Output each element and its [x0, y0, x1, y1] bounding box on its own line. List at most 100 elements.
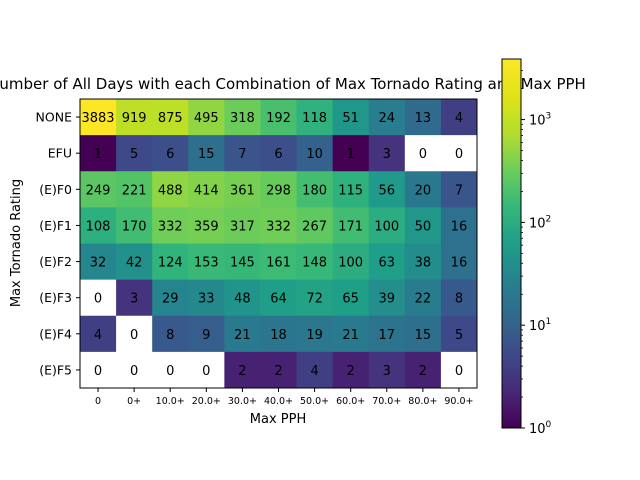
heatmap-cell — [80, 135, 117, 172]
cell-value-label: 21 — [342, 328, 359, 343]
cell-value-label: 100 — [338, 256, 363, 271]
heatmap-cell — [224, 99, 261, 136]
cell-value-label: 0 — [202, 364, 210, 379]
heatmap-cell — [368, 351, 406, 389]
cell-value-label: 2 — [347, 364, 355, 379]
x-tick-label: 0+ — [127, 396, 141, 407]
heatmap-cell — [260, 279, 298, 317]
cell-value-label: 875 — [158, 111, 183, 126]
cell-value-label: 180 — [302, 183, 327, 198]
cell-value-label: 221 — [122, 183, 147, 198]
cell-value-label: 16 — [451, 219, 468, 234]
x-tick-label: 0 — [95, 396, 101, 407]
cell-value-label: 16 — [451, 256, 468, 271]
cell-value-label: 8 — [166, 328, 174, 343]
heatmap-cell — [152, 243, 189, 281]
heatmap-cell — [404, 135, 442, 172]
heatmap-cell — [224, 135, 261, 172]
colorbar-tick-label: 101 — [529, 317, 551, 334]
heatmap-cell — [332, 207, 370, 244]
heatmap-cell — [152, 99, 189, 136]
cell-value-label: 332 — [158, 219, 183, 234]
cell-value-label: 6 — [166, 147, 174, 162]
colorbar-tick-label: 102 — [529, 214, 551, 231]
x-tick-label: 40.0+ — [264, 396, 293, 407]
cell-value-label: 414 — [194, 183, 219, 198]
cell-value-label: 0 — [94, 364, 102, 379]
cell-value-label: 42 — [126, 256, 143, 271]
colorbar — [501, 58, 522, 429]
cell-value-label: 21 — [234, 328, 251, 343]
colorbar-tick-label: 100 — [529, 420, 552, 437]
y-axis-ticks: NONE EFU (E)F0 (E)F1 (E)F2 (E)F3 (E)F4 (E)F5 — [36, 110, 80, 377]
cell-value-label: 38 — [415, 256, 432, 271]
cell-value-label: 0 — [130, 364, 138, 379]
x-tick-label: 30.0+ — [228, 396, 257, 407]
cell-value-label: 495 — [194, 111, 219, 126]
cell-value-label: 13 — [415, 111, 432, 126]
cell-value-label: 50 — [415, 219, 432, 234]
heatmap-cell — [80, 99, 117, 136]
y-tick-label: NONE — [36, 110, 73, 125]
heatmap-cell — [116, 279, 153, 317]
heatmap-cell — [296, 351, 334, 389]
heatmap-cell — [440, 315, 478, 353]
heatmap-cell — [332, 171, 370, 208]
heatmap-cell — [404, 207, 442, 244]
heatmap-cell — [188, 207, 225, 244]
cell-value-label: 0 — [166, 364, 174, 379]
heatmap-cell — [368, 279, 406, 317]
heatmap-cell — [368, 207, 406, 244]
cell-value-label: 1 — [94, 147, 102, 162]
heatmap-cell — [116, 243, 153, 281]
y-tick-label: (E)F3 — [39, 290, 72, 305]
heatmap-cell — [404, 99, 442, 136]
heatmap-cell — [260, 99, 298, 136]
heatmap-cell — [116, 315, 153, 353]
cell-value-label: 65 — [342, 292, 359, 307]
cell-value-label: 108 — [86, 219, 111, 234]
heatmap-cell — [404, 279, 442, 317]
heatmap-cell — [224, 279, 261, 317]
cell-value-label: 20 — [415, 183, 432, 198]
x-axis-label: Max PPH — [250, 412, 306, 427]
heatmap-cell — [296, 135, 334, 172]
cell-value-label: 3 — [383, 364, 391, 379]
heatmap-cell — [404, 351, 442, 389]
heatmap-cell — [188, 135, 225, 172]
cell-value-label: 118 — [302, 111, 327, 126]
cell-value-label: 488 — [158, 183, 183, 198]
heatmap-cell — [440, 171, 478, 208]
y-tick-label: (E)F2 — [39, 254, 72, 269]
cell-value-label: 318 — [230, 111, 255, 126]
cell-value-label: 100 — [374, 219, 399, 234]
cell-value-label: 22 — [415, 292, 432, 307]
heatmap-cell — [260, 351, 298, 389]
cell-value-label: 72 — [306, 292, 323, 307]
cell-value-label: 48 — [234, 292, 251, 307]
cell-value-label: 3883 — [81, 111, 114, 126]
y-axis-label: Max Tornado Rating — [9, 179, 24, 307]
x-tick-label: 20.0+ — [192, 396, 221, 407]
cell-value-label: 249 — [86, 183, 111, 198]
cell-value-label: 3 — [383, 147, 391, 162]
cell-value-label: 317 — [230, 219, 255, 234]
heatmap-cell — [368, 315, 406, 353]
heatmap-cell — [188, 351, 225, 389]
heatmap-cell — [332, 243, 370, 281]
heatmap-cell — [80, 171, 117, 208]
cell-value-label: 64 — [270, 292, 287, 307]
heatmap-cell — [116, 351, 153, 389]
heatmap-cell — [296, 315, 334, 353]
cell-value-label: 19 — [306, 328, 323, 343]
cell-value-label: 51 — [342, 111, 359, 126]
heatmap-cell — [260, 207, 298, 244]
heatmap-cell — [368, 99, 406, 136]
y-tick-label: EFU — [48, 146, 72, 161]
cell-value-label: 39 — [378, 292, 395, 307]
cell-value-label: 153 — [194, 256, 219, 271]
heatmap-cell — [116, 99, 153, 136]
x-axis-ticks: 0 0+ 10.0+ 20.0+ 30.0+ 40.0+ 50.0+ 60.0+ 70.0+ 80… — [95, 388, 474, 407]
heatmap-cell — [404, 171, 442, 208]
